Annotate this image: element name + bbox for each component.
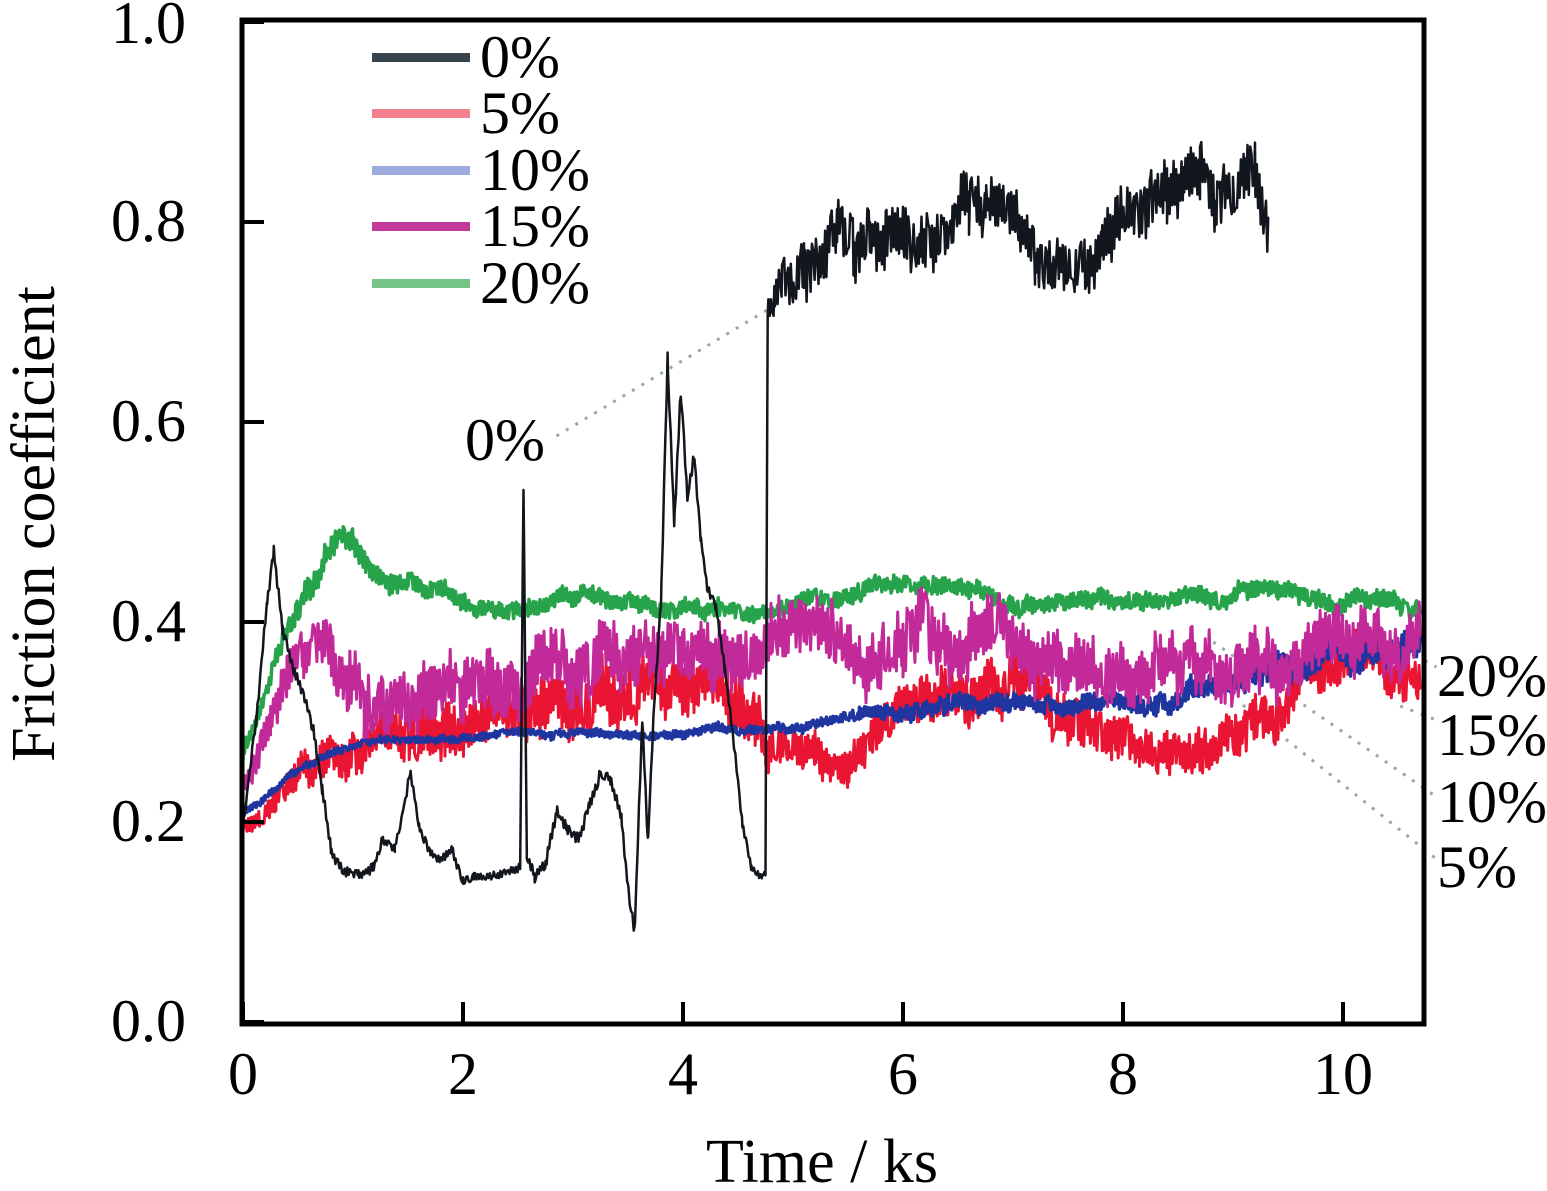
y-axis-title: Friction coefficient — [0, 286, 68, 762]
legend-swatch-15pct — [372, 221, 470, 231]
y-tick-label: 0.8 — [111, 187, 186, 254]
y-tick-label: 0.2 — [111, 787, 186, 854]
legend-label: 20% — [480, 250, 590, 316]
legend-swatch-5pct — [372, 108, 470, 118]
y-tick-label: 0.4 — [111, 587, 186, 654]
legend-entry: 10% — [372, 140, 590, 200]
legend-swatch-20pct — [372, 278, 470, 288]
x-tick-label: 8 — [1108, 1041, 1138, 1107]
legend-entry: 15% — [372, 196, 590, 256]
y-tick-label: 1.0 — [111, 0, 186, 56]
legend-label: 15% — [480, 193, 590, 259]
legend-label: 0% — [480, 24, 560, 90]
x-tick-label: 0 — [228, 1041, 258, 1107]
legend-label: 5% — [480, 80, 560, 146]
legend-swatch-0pct — [372, 52, 470, 62]
annotation-10pct: 10% — [1437, 769, 1547, 835]
annotation-0pct: 0% — [465, 407, 545, 473]
legend-entry: 0% — [372, 27, 560, 87]
annotation-20pct: 20% — [1437, 643, 1547, 709]
x-tick-label: 2 — [448, 1041, 478, 1107]
x-axis-title: Time / ks — [705, 1128, 939, 1191]
legend-entry: 5% — [372, 83, 560, 143]
y-tick-label: 0.6 — [111, 387, 186, 454]
annotation-5pct: 5% — [1437, 834, 1517, 900]
y-tick-label: 0.0 — [111, 987, 186, 1054]
annotation-15pct: 15% — [1437, 702, 1547, 768]
legend-swatch-10pct — [372, 165, 470, 175]
x-tick-label: 6 — [888, 1041, 918, 1107]
x-tick-label: 10 — [1313, 1041, 1373, 1107]
x-tick-label: 4 — [668, 1041, 698, 1107]
legend-label: 10% — [480, 137, 590, 203]
legend-entry: 20% — [372, 253, 590, 313]
